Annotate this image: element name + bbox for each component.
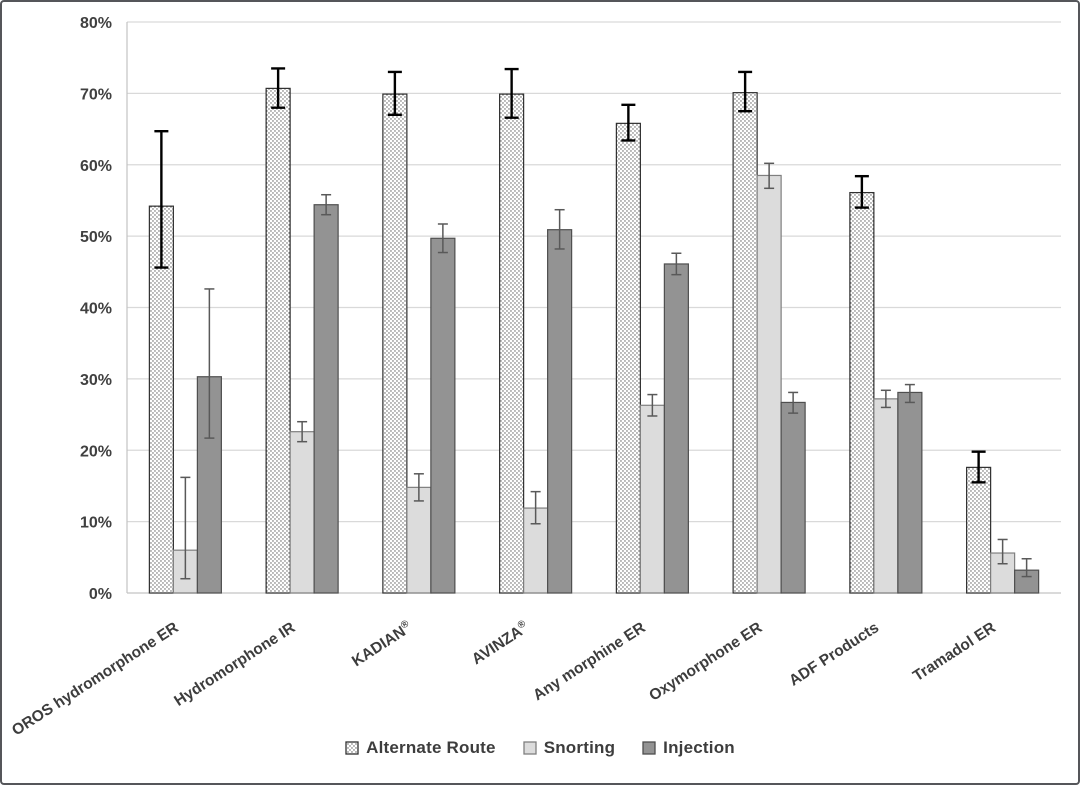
bar-alternate-route bbox=[382, 93, 408, 594]
bar-injection bbox=[196, 376, 222, 594]
y-tick-label: 50% bbox=[80, 229, 112, 246]
bar-alternate-route bbox=[265, 87, 291, 594]
bar-snorting bbox=[406, 486, 432, 594]
y-tick-label: 20% bbox=[80, 443, 112, 460]
bar-snorting bbox=[873, 398, 899, 594]
legend: Alternate Route Snorting Injection bbox=[2, 738, 1078, 758]
legend-label: Alternate Route bbox=[366, 738, 496, 757]
bar-alternate-route bbox=[499, 93, 525, 594]
bar-injection bbox=[313, 204, 339, 594]
x-axis-label: OROS hydromorphone ER bbox=[9, 619, 181, 734]
y-tick-label: 60% bbox=[80, 158, 112, 175]
bar-injection bbox=[430, 237, 456, 594]
y-tick-label: 0% bbox=[89, 586, 112, 603]
bar-alternate-route bbox=[849, 191, 875, 594]
bar-injection bbox=[663, 263, 689, 594]
y-tick-label: 40% bbox=[80, 301, 112, 318]
x-axis-label: ADF Products bbox=[786, 619, 882, 690]
bar-chart: 0% 10% 20% 30% 40% 50% 60% 70% 80% OROS hydromorp… bbox=[9, 15, 1061, 734]
y-tick-label: 80% bbox=[80, 15, 112, 32]
legend-label: Snorting bbox=[543, 738, 616, 757]
x-axis-label: AVINZA® bbox=[468, 618, 532, 668]
bar-snorting bbox=[756, 174, 782, 594]
bar-injection bbox=[897, 391, 923, 594]
legend-item-alternate-route: Alternate Route bbox=[345, 738, 496, 758]
legend-label: Injection bbox=[663, 738, 735, 757]
x-axis-label: Oxymorphone ER bbox=[646, 619, 765, 705]
bar-injection bbox=[547, 229, 573, 594]
x-axis-label: Any morphine ER bbox=[530, 619, 648, 704]
x-axis-label: Hydromorphone IR bbox=[171, 619, 298, 710]
y-tick-label: 30% bbox=[80, 372, 112, 389]
y-tick-label: 10% bbox=[80, 515, 112, 532]
bar-injection bbox=[780, 401, 806, 594]
legend-swatch-icon bbox=[523, 741, 537, 755]
legend-swatch-icon bbox=[642, 741, 656, 755]
bar-alternate-route bbox=[615, 122, 641, 594]
legend-item-injection: Injection bbox=[642, 738, 735, 758]
y-tick-label: 70% bbox=[80, 86, 112, 103]
bar-snorting bbox=[289, 431, 315, 594]
bar-alternate-route bbox=[966, 466, 992, 594]
x-axis-label: Tramadol ER bbox=[910, 619, 999, 685]
legend-item-snorting: Snorting bbox=[523, 738, 615, 758]
legend-swatch-icon bbox=[345, 741, 359, 755]
x-axis-label: KADIAN® bbox=[349, 618, 416, 670]
bar-alternate-route bbox=[732, 92, 758, 594]
bar-snorting bbox=[639, 404, 665, 594]
